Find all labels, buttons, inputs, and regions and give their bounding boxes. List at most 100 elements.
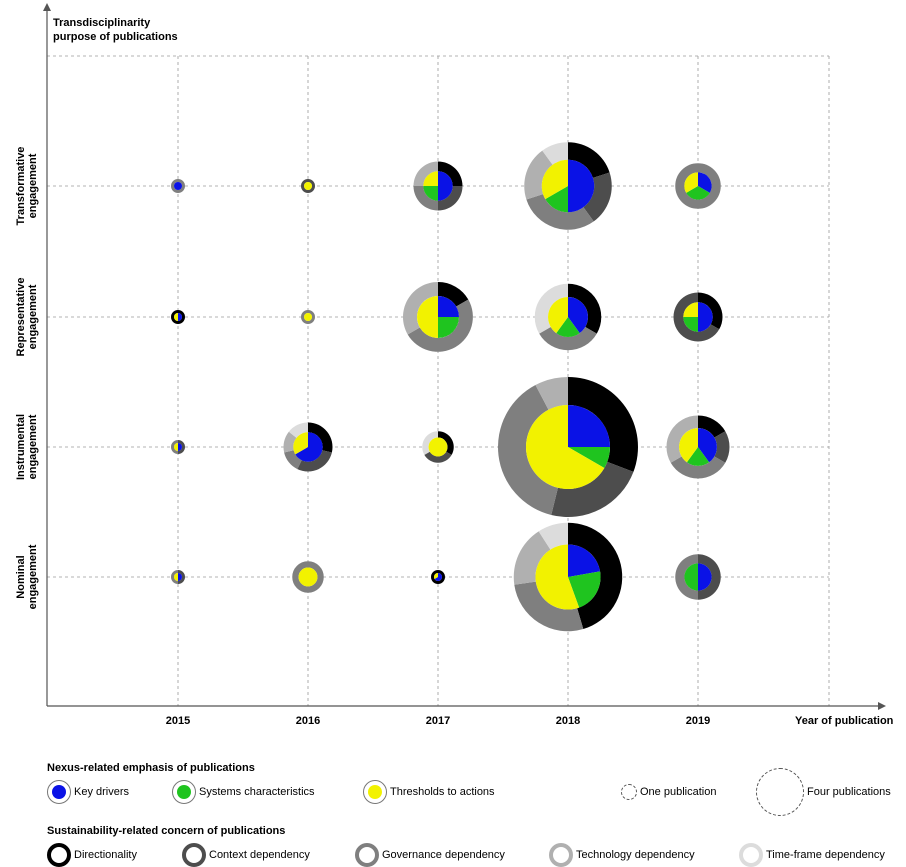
nexus-slice [568,159,595,213]
concern-slice [714,431,730,463]
nexus-slice [304,182,312,190]
bubble [413,161,463,211]
concern-slice [413,186,438,211]
nexus-slice [174,182,182,190]
nexus-slice [423,171,438,186]
legend-label: Directionality [74,849,137,861]
bubble [171,310,185,324]
nexus-slice [535,544,580,610]
bubble [292,561,324,593]
concern-slice [568,283,602,334]
legend-item-technology: Technology dependency [549,843,695,867]
concern-slice [538,522,568,550]
nexus-slice [525,405,605,489]
concern-slice [698,292,723,330]
concern-slice [534,283,568,334]
concern-slice [673,292,720,342]
nexus-slice [438,296,459,317]
legend-item-time-frame: Time-frame dependency [739,843,885,867]
y-tick-label: Nominalengagement [15,544,39,609]
nexus-slice [298,567,318,587]
legend-size-one: One publication [621,784,716,800]
bubble [301,310,315,324]
concern-slice [292,561,324,593]
bubble-chart: Transdisciplinarity purpose of publicati… [15,3,894,727]
concern-slice [675,163,721,209]
concern-slice [284,450,302,470]
bubble [497,377,638,518]
legend-label: Time-frame dependency [766,849,885,861]
bubble [673,292,723,342]
legend-item-thresholds: Thresholds to actions [363,780,495,804]
nexus-slice [568,571,601,608]
concern-slice [171,310,185,324]
nexus-slice [679,428,698,463]
nexus-slice [295,432,323,462]
concern-slice [407,299,473,352]
x-tick-label: 2017 [426,715,450,727]
governance-dependency-icon [355,843,379,867]
nexus-slice [568,405,610,447]
concern-slice [698,415,726,438]
concern-slice [535,377,568,410]
concern-slice [670,456,726,479]
legend-label: Thresholds to actions [390,786,495,798]
concern-slice [283,431,297,453]
legend-nexus-title: Nexus-related emphasis of publications [47,762,255,774]
concern-slice [413,161,438,186]
bubble [675,163,721,209]
nexus-slice [438,317,459,338]
concern-slice [568,377,638,472]
context-dependency-icon [182,843,206,867]
bubble [524,142,612,230]
nexus-slice [174,443,178,451]
legend-item-governance: Governance dependency [355,843,505,867]
nexus-slice [698,428,717,463]
four-publications-icon [756,768,804,816]
concern-slice [288,422,308,438]
concern-slice [171,179,185,193]
nexus-slice [698,172,712,193]
bubble [675,554,721,600]
nexus-slice [683,302,698,317]
x-axis-title: Year of publication [795,715,894,727]
legend-item-key-drivers: Key drivers [47,780,129,804]
nexus-slice [304,313,312,321]
legend-size-four: Four publications [756,768,891,816]
nexus-slice [686,447,710,466]
nexus-slice [684,172,698,193]
bubble [422,431,454,463]
bubble [431,570,445,584]
nexus-slice [178,573,182,581]
bubble [534,283,602,351]
time-frame-dependency-icon [739,843,763,867]
concern-slice [438,431,454,455]
legend-label: Governance dependency [382,849,505,861]
concern-slice [422,431,438,455]
bubble [666,415,730,479]
directionality-icon [47,843,71,867]
concern-slice [171,570,178,584]
nexus-slice [556,317,580,337]
concern-slice [301,310,315,324]
nexus-slice [417,296,438,338]
concern-slice [171,440,178,454]
concern-slice [539,326,597,351]
gridlines [47,55,830,706]
x-tick-label: 2016 [296,715,320,727]
concern-slice [568,142,610,178]
concern-slice [514,581,584,632]
legend-label: One publication [640,786,717,798]
bubble [171,570,185,584]
systems-characteristics-icon [172,780,196,804]
concern-slice [568,522,623,630]
nexus-slice [686,186,710,200]
concern-slice [583,172,612,222]
nexus-slice [174,573,178,581]
nexus-slice [438,171,453,201]
concern-slice [178,440,185,454]
concern-slice [524,150,553,200]
y-axis-title: Transdisciplinarity [53,17,151,29]
concern-slice [308,422,333,453]
concern-slice [551,461,634,518]
